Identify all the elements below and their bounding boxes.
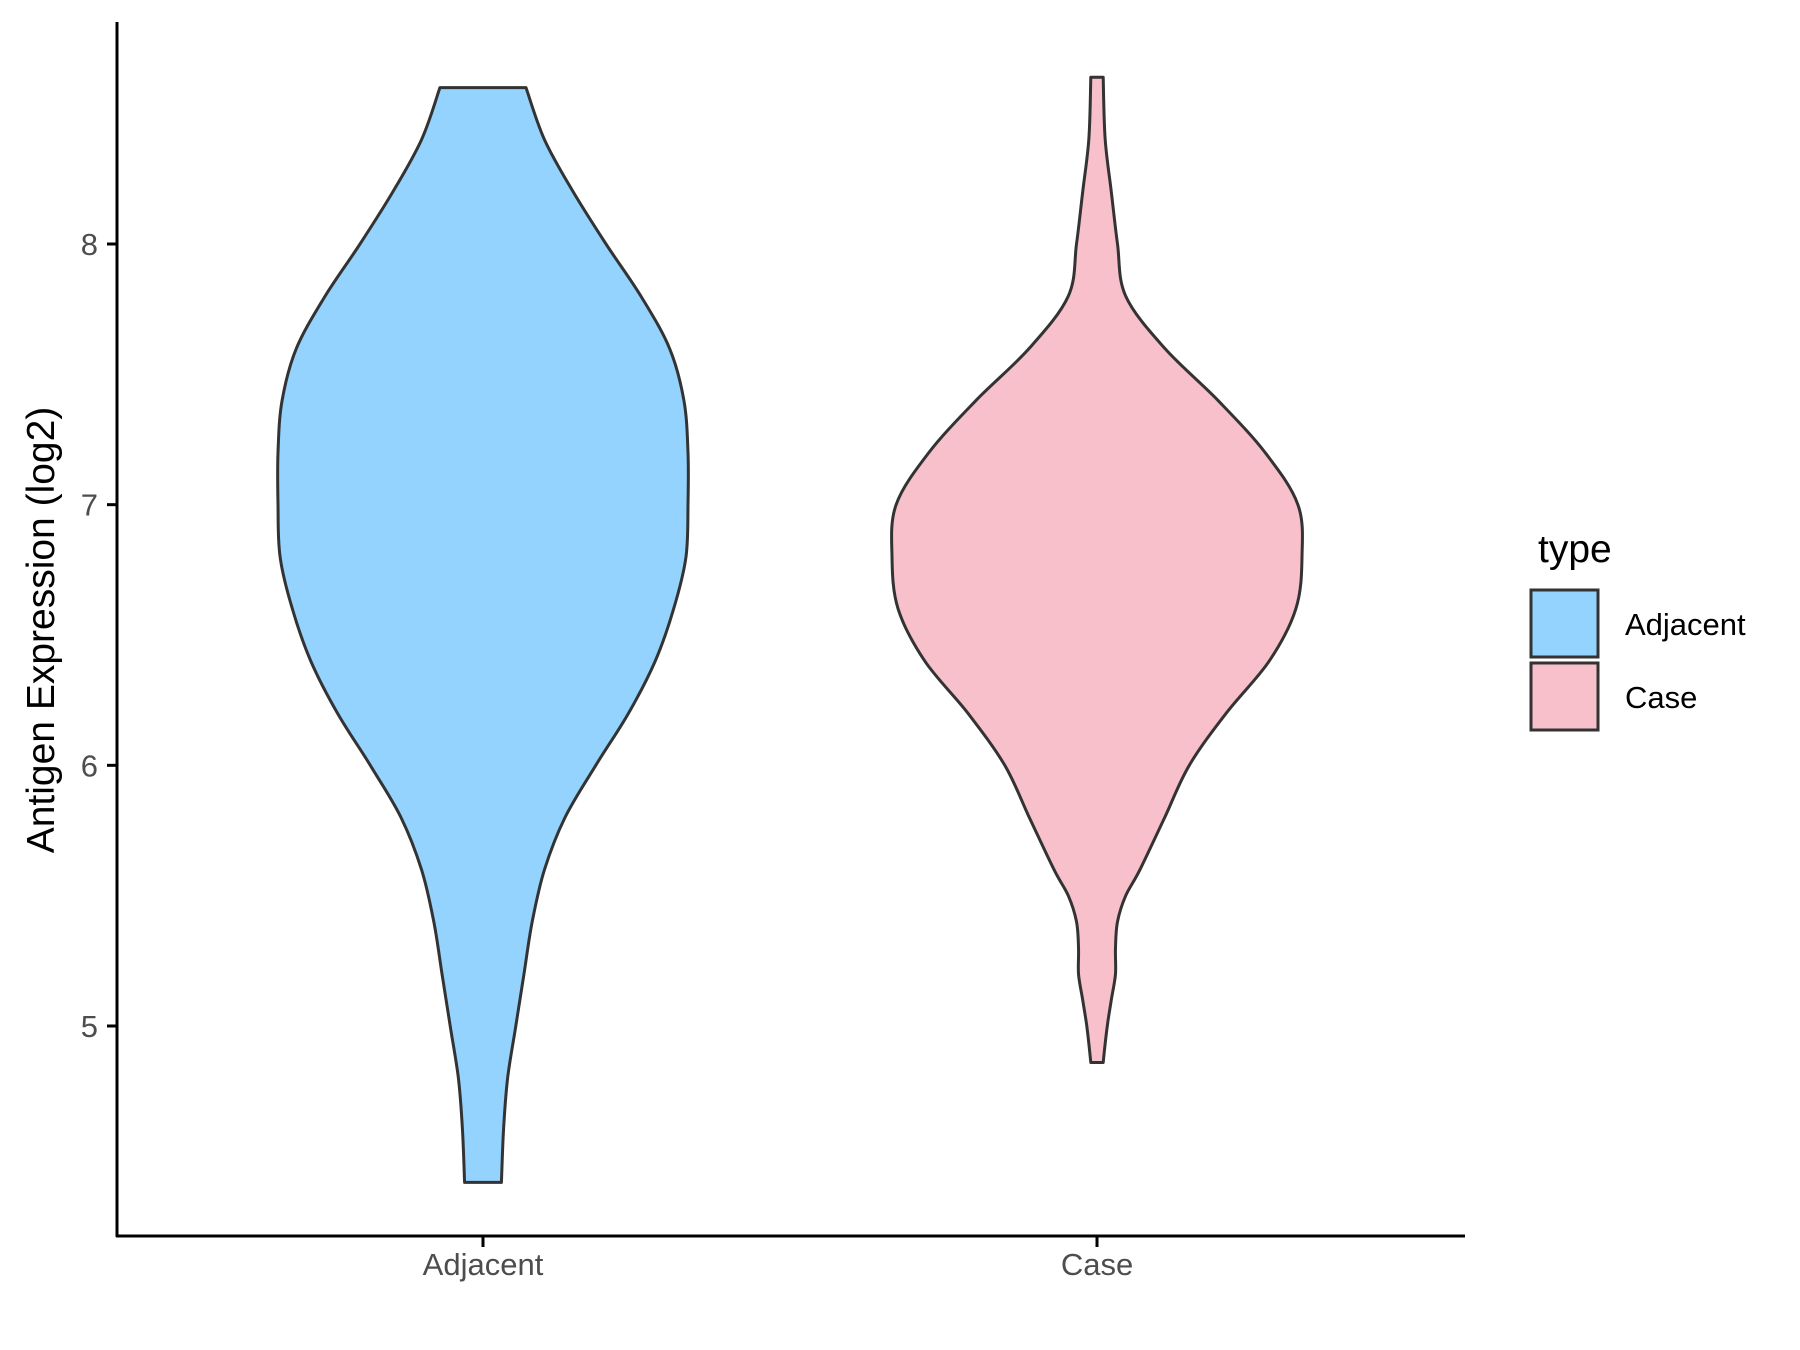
legend-items: Adjacent Case [1529,588,1746,732]
violin-adjacent [276,86,690,1184]
x-axis-ticks: Adjacent Case [423,1237,1133,1282]
y-tick-label: 7 [81,488,98,523]
legend-swatch-adjacent [1529,588,1600,659]
y-tick-label: 6 [81,748,98,783]
y-tick-label: 8 [81,227,98,262]
violin-case [890,75,1304,1064]
y-axis-ticks: 5 6 7 8 [81,227,117,1044]
legend-title: type [1538,528,1612,571]
y-axis-title: Antigen Expression (log2) [20,407,63,854]
legend-swatch-case [1529,661,1600,732]
violin-layer [276,75,1304,1184]
legend-label-adjacent: Adjacent [1625,607,1746,642]
legend: type Adjacent Case [1529,528,1746,732]
x-tick-label-adjacent: Adjacent [423,1247,544,1282]
legend-label-case: Case [1625,680,1697,715]
y-tick-label: 5 [81,1009,98,1044]
x-tick-label-case: Case [1061,1247,1133,1282]
